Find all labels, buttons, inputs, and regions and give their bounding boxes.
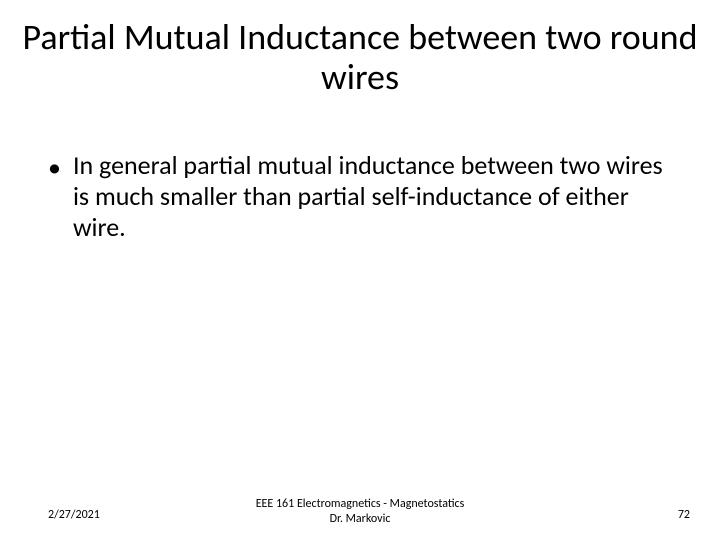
bullet-marker-icon: • bbox=[48, 152, 61, 183]
footer-center: EEE 161 Electromagnetics - Magnetostatic… bbox=[0, 497, 720, 526]
footer-course: EEE 161 Electromagnetics - Magnetostatic… bbox=[256, 497, 465, 511]
bullet-item: • In general partial mutual inductance b… bbox=[48, 150, 672, 244]
slide-title: Partial Mutual Inductance between two ro… bbox=[0, 18, 720, 97]
footer-author: Dr. Markovic bbox=[330, 512, 391, 526]
slide: Partial Mutual Inductance between two ro… bbox=[0, 0, 720, 540]
footer-page-number: 72 bbox=[678, 508, 690, 522]
slide-footer: 2/27/2021 EEE 161 Electromagnetics - Mag… bbox=[0, 490, 720, 526]
slide-body: • In general partial mutual inductance b… bbox=[48, 150, 672, 244]
bullet-text: In general partial mutual inductance bet… bbox=[73, 150, 672, 244]
